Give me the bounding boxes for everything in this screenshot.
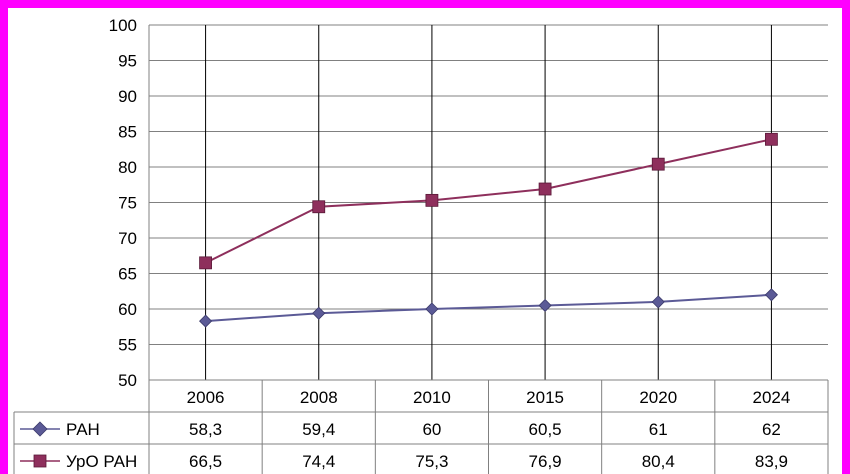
data-point-diamond (199, 314, 213, 328)
data-table: 2006 2008 2010 2015 2020 2024 РАН 58,3 59,4 60 60,… (13, 379, 829, 474)
y-axis: 50 55 60 65 70 75 80 85 90 95 100 (109, 16, 150, 390)
legend-label: УрО РАН (66, 452, 137, 471)
table-value-cell: 62 (762, 420, 781, 439)
series-line (205, 138, 772, 264)
x-tick-label: 2006 (187, 388, 225, 407)
data-point-diamond (764, 288, 778, 302)
table-value-cell: 61 (649, 420, 668, 439)
y-tick-label: 95 (118, 52, 137, 71)
data-point-square (312, 200, 326, 214)
y-tick-label: 85 (118, 123, 137, 142)
table-value-cell: 80,4 (642, 452, 675, 471)
table-value-cell: 60,5 (529, 420, 562, 439)
data-point-square (425, 193, 439, 207)
data-point-diamond (538, 298, 552, 313)
chart-frame: 50 55 60 65 70 75 80 85 90 95 100 2006 2008 2010 2015… (8, 8, 842, 474)
data-point-diamond (312, 306, 326, 320)
series-line (205, 293, 772, 323)
data-point-square (765, 132, 778, 146)
y-tick-label: 90 (118, 87, 137, 106)
y-tick-label: 75 (118, 194, 137, 213)
x-tick-label: 2024 (753, 388, 791, 407)
y-tick-label: 80 (118, 158, 137, 177)
table-value-cell: 83,9 (755, 452, 788, 471)
table-value-cell: 75,3 (415, 452, 448, 471)
line-chart: 50 55 60 65 70 75 80 85 90 95 100 2006 2008 2010 2015… (13, 16, 829, 474)
y-tick-label: 100 (109, 16, 137, 35)
gridlines (149, 24, 828, 381)
x-tick-label: 2020 (639, 388, 677, 407)
series-layer (199, 132, 778, 328)
y-tick-label: 50 (118, 371, 137, 390)
data-point-square (538, 182, 552, 196)
table-value-cell: 66,5 (189, 452, 222, 471)
y-tick-label: 65 (118, 265, 137, 284)
y-tick-label: 70 (118, 229, 137, 248)
x-tick-label: 2010 (413, 388, 451, 407)
table-value-cell: 74,4 (302, 452, 335, 471)
table-value-cell: 58,3 (189, 420, 222, 439)
legend-square-marker (33, 454, 47, 468)
table-value-cell: 76,9 (529, 452, 562, 471)
x-tick-label: 2015 (526, 388, 564, 407)
legend-diamond-marker (32, 421, 48, 437)
data-point-diamond (651, 295, 665, 309)
x-tick-label: 2008 (300, 388, 338, 407)
y-tick-label: 60 (118, 300, 137, 319)
data-point-square (199, 256, 212, 270)
table-value-cell: 59,4 (302, 420, 335, 439)
data-point-square (651, 157, 665, 171)
y-tick-label: 55 (118, 336, 137, 355)
data-point-diamond (425, 302, 439, 316)
legend-label: РАН (66, 420, 100, 439)
table-value-cell: 60 (422, 420, 441, 439)
